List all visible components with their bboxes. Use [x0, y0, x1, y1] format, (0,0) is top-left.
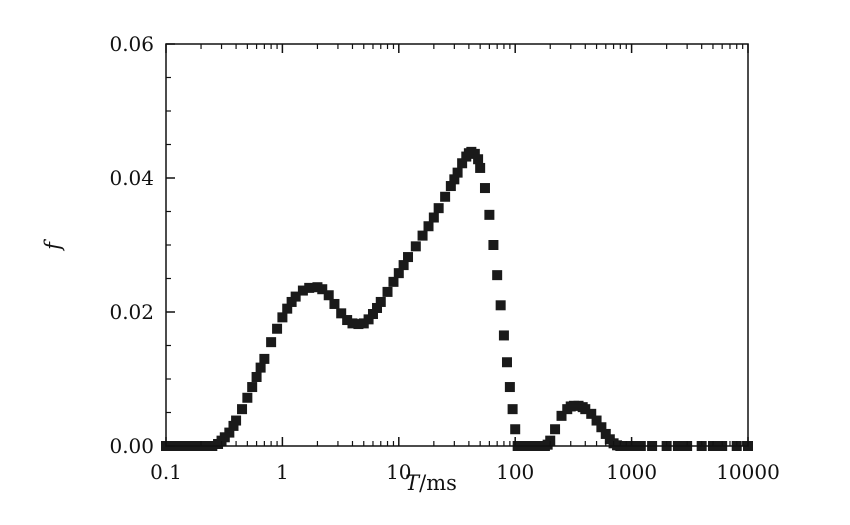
- data-point: [417, 230, 428, 241]
- data-point: [498, 330, 509, 341]
- y-axis-title: f: [41, 239, 65, 252]
- data-point: [452, 167, 463, 178]
- data-point: [247, 382, 258, 393]
- data-point: [591, 415, 602, 426]
- data-point: [388, 276, 399, 287]
- data-point: [228, 420, 239, 431]
- data-point: [510, 424, 521, 435]
- data-point: [457, 158, 468, 169]
- data-point: [428, 212, 439, 223]
- x-tick-label: 10000: [716, 460, 780, 484]
- data-point: [266, 337, 277, 348]
- data-point: [484, 209, 495, 220]
- data-point: [410, 241, 421, 252]
- data-point: [403, 252, 414, 263]
- data-point: [596, 422, 607, 433]
- data-point: [501, 357, 512, 368]
- data-point: [317, 284, 328, 295]
- data-point: [550, 424, 561, 435]
- x-tick-label: 1: [276, 460, 289, 484]
- y-tick-label: 0.02: [109, 300, 154, 324]
- data-point: [372, 302, 383, 313]
- data-point: [237, 404, 248, 415]
- data-point: [556, 410, 567, 421]
- data-point: [433, 203, 444, 214]
- data-point: [473, 154, 484, 165]
- data-points: [161, 146, 753, 451]
- data-point: [329, 298, 340, 309]
- x-axis-unit: /ms: [419, 471, 457, 495]
- data-point: [259, 353, 270, 364]
- data-point: [231, 415, 242, 426]
- data-point: [251, 371, 262, 382]
- data-point: [423, 221, 434, 232]
- x-axis-variable: T: [405, 471, 421, 495]
- data-point: [495, 300, 506, 311]
- data-point: [507, 404, 518, 415]
- data-point: [492, 270, 503, 281]
- data-point: [297, 285, 308, 296]
- data-point: [488, 240, 499, 250]
- data-point: [382, 286, 393, 297]
- x-axis-title: T/ms: [405, 471, 457, 495]
- x-tick-label: 0.1: [150, 460, 182, 484]
- data-point: [290, 291, 301, 302]
- data-point: [580, 404, 591, 415]
- data-point: [469, 148, 480, 159]
- data-point: [323, 290, 334, 301]
- x-tick-label: 1000: [606, 460, 657, 484]
- data-point: [347, 318, 358, 329]
- data-point: [393, 268, 404, 279]
- data-point: [242, 392, 253, 403]
- data-point: [363, 314, 374, 325]
- data-point: [449, 174, 460, 185]
- data-point: [504, 382, 515, 393]
- data-point: [398, 260, 409, 271]
- data-point: [545, 435, 556, 446]
- data-point: [445, 181, 456, 192]
- data-point: [367, 309, 378, 320]
- data-point: [277, 312, 288, 323]
- data-point: [336, 308, 347, 319]
- data-point: [475, 162, 486, 173]
- y-axis-variable: f: [41, 239, 65, 252]
- data-point: [304, 282, 315, 293]
- data-point: [342, 315, 353, 326]
- data-point: [272, 323, 283, 334]
- x-tick-label: 10: [386, 460, 411, 484]
- data-point: [440, 191, 451, 202]
- data-point: [479, 183, 490, 194]
- y-tick-label: 0.04: [109, 166, 154, 190]
- data-point: [224, 427, 235, 438]
- data-point: [286, 296, 297, 307]
- data-point: [255, 362, 266, 373]
- y-tick-label: 0.00: [109, 434, 154, 458]
- x-tick-label: 100: [496, 460, 534, 484]
- data-point: [375, 296, 386, 307]
- data-point: [353, 319, 364, 330]
- y-tick-label: 0.06: [109, 32, 154, 56]
- data-point: [282, 303, 293, 314]
- axes: 0.1 1 10 100 1000 10000 0.00 0.02 0.04 0.06: [109, 32, 779, 484]
- data-point: [600, 428, 611, 439]
- data-point: [586, 408, 597, 419]
